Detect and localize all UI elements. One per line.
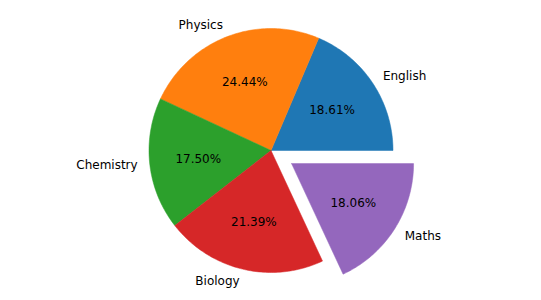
svg-text:Biology: Biology [195, 274, 239, 288]
svg-text:Maths: Maths [405, 229, 441, 243]
svg-text:24.44%: 24.44% [222, 75, 268, 89]
svg-text:Physics: Physics [179, 18, 223, 32]
svg-text:21.39%: 21.39% [231, 215, 277, 229]
svg-text:Chemistry: Chemistry [76, 158, 137, 172]
svg-text:18.61%: 18.61% [309, 103, 355, 117]
svg-text:18.06%: 18.06% [330, 196, 376, 210]
svg-text:English: English [383, 69, 426, 83]
svg-text:17.50%: 17.50% [175, 152, 221, 166]
